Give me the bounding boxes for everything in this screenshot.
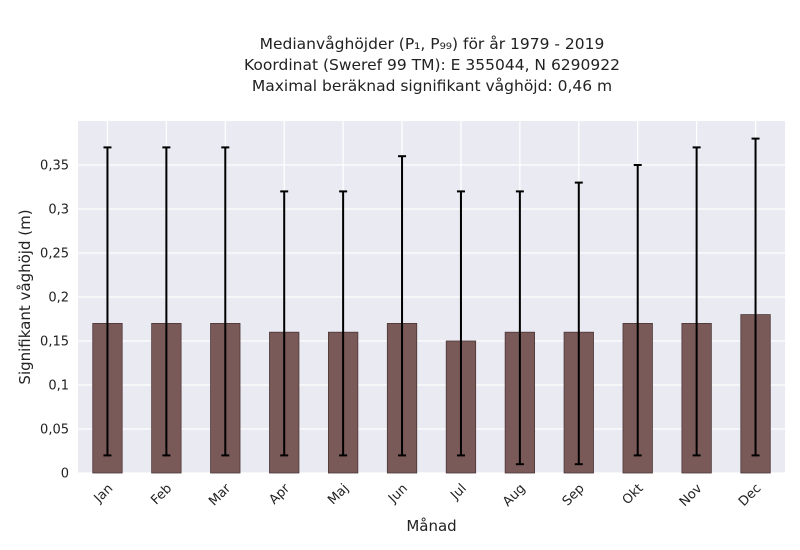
x-axis-label: Månad — [406, 517, 456, 535]
x-tick-label: Sep — [560, 481, 588, 509]
x-tick-label: Maj — [325, 481, 352, 508]
y-tick-label: 0,2 — [48, 291, 69, 306]
x-tick-label: Dec — [736, 481, 764, 509]
y-tick-labels: 0 0,05 0,1 0,15 0,2 0,25 0,3 0,35 — [40, 159, 69, 482]
x-tick-label: Jun — [385, 481, 411, 507]
y-tick-label: 0,15 — [40, 335, 69, 350]
x-tick-label: Apr — [267, 481, 294, 508]
y-tick-label: 0,25 — [40, 247, 69, 262]
x-tick-label: Feb — [148, 481, 175, 508]
y-axis-label: Signifikant våghöjd (m) — [16, 209, 34, 384]
y-tick-label: 0,1 — [48, 379, 69, 394]
chart-title: Medianvåghöjder (P₁, P₉₉) för år 1979 - … — [0, 34, 800, 97]
x-tick-labels: Jan Feb Mar Apr Maj Jun Jul Aug Sep Okt Nov Dec — [91, 481, 765, 510]
x-tick-label: Mar — [206, 481, 234, 509]
x-tick-label: Okt — [620, 481, 647, 508]
error-bars — [103, 137, 760, 466]
x-tick-label: Jul — [447, 481, 469, 503]
title-line-1: Medianvåghöjder (P₁, P₉₉) för år 1979 - … — [259, 35, 605, 53]
y-tick-label: 0,35 — [40, 159, 69, 174]
y-tick-label: 0,05 — [40, 423, 69, 438]
x-tick-label: Jan — [91, 481, 116, 506]
y-tick-label: 0,3 — [48, 203, 69, 218]
x-tick-label: Nov — [677, 481, 706, 510]
y-tick-label: 0 — [61, 467, 69, 482]
x-tick-label: Aug — [500, 481, 529, 510]
title-line-3: Maximal beräknad signifikant våghöjd: 0,… — [251, 77, 613, 95]
title-line-2: Koordinat (Sweref 99 TM): E 355044, N 62… — [244, 56, 620, 74]
